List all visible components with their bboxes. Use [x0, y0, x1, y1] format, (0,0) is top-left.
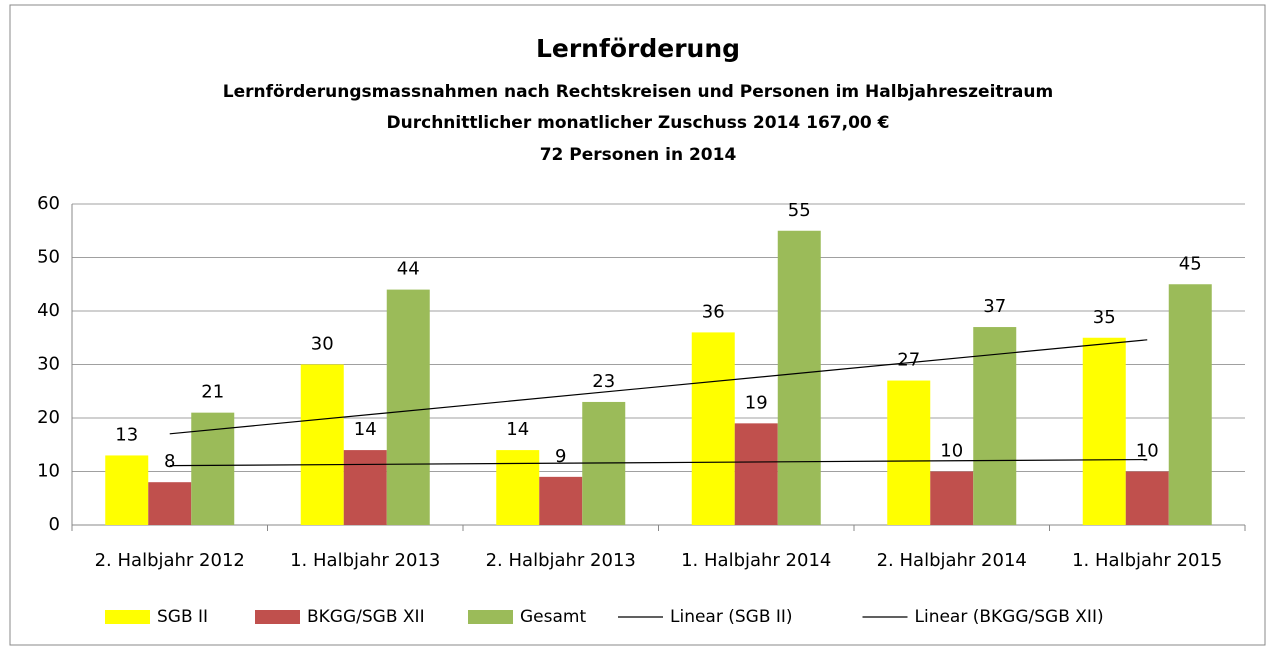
x-tick-label: 1. Halbjahr 2014: [681, 550, 831, 571]
bar: [539, 476, 583, 525]
bar: [973, 327, 1017, 525]
legend-label: Linear (SGB II): [670, 607, 793, 627]
x-tick-label: 2. Halbjahr 2013: [486, 550, 636, 571]
data-label: 37: [983, 296, 1006, 317]
x-tick-label: 1. Halbjahr 2013: [290, 550, 440, 571]
y-tick-label: 40: [37, 300, 60, 321]
legend-swatch: [255, 610, 300, 624]
data-label: 14: [354, 419, 377, 440]
y-tick-label: 20: [37, 407, 60, 428]
y-tick-label: 0: [49, 514, 60, 535]
bar: [148, 482, 192, 525]
chart-subtitle: Lernförderungsmassnahmen nach Rechtskrei…: [223, 82, 1053, 102]
data-label: 10: [1136, 441, 1159, 462]
y-tick-label: 30: [37, 354, 60, 375]
bar: [691, 332, 735, 525]
x-tick-label: 2. Halbjahr 2014: [877, 550, 1027, 571]
bar: [300, 364, 344, 525]
data-label: 30: [311, 334, 334, 355]
chart-title: Lernförderung: [536, 34, 740, 63]
bar: [1125, 471, 1169, 525]
y-tick-label: 50: [37, 247, 60, 268]
data-label: 27: [897, 350, 920, 371]
x-tick-label: 1. Halbjahr 2015: [1072, 550, 1222, 571]
data-label: 14: [506, 419, 529, 440]
bar: [734, 423, 778, 525]
x-tick-label: 2. Halbjahr 2012: [95, 550, 245, 571]
bar: [887, 380, 931, 525]
data-label: 13: [115, 424, 138, 445]
legend-label: Gesamt: [520, 607, 586, 627]
legend-label: Linear (BKGG/SGB XII): [915, 607, 1104, 627]
legend-label: BKGG/SGB XII: [307, 607, 425, 627]
data-label: 23: [592, 371, 615, 392]
legend-swatch: [468, 610, 513, 624]
data-label: 36: [702, 301, 725, 322]
chart-subtitle: Durchnittlicher monatlicher Zuschuss 201…: [387, 113, 890, 133]
bar: [105, 455, 149, 525]
trend-line: [169, 458, 1148, 467]
data-label: 8: [164, 451, 175, 472]
data-label: 19: [745, 392, 768, 413]
data-label: 9: [555, 446, 566, 467]
data-label: 45: [1179, 253, 1202, 274]
bar: [386, 289, 430, 525]
bar: [930, 471, 974, 525]
data-label: 10: [940, 441, 963, 462]
bar: [777, 230, 821, 525]
bar: [343, 450, 387, 525]
bar: [1168, 284, 1212, 525]
y-tick-label: 10: [37, 461, 60, 482]
chart-subtitle: 72 Personen in 2014: [540, 145, 737, 165]
legend-swatch: [105, 610, 150, 624]
chart-frame: [9, 4, 1266, 646]
data-label: 55: [788, 200, 811, 221]
data-label: 21: [201, 382, 224, 403]
trend-line: [169, 339, 1148, 435]
bar: [496, 450, 540, 525]
y-tick-label: 60: [37, 193, 60, 214]
data-label: 44: [397, 259, 420, 280]
data-label: 35: [1093, 307, 1116, 328]
legend-label: SGB II: [157, 607, 208, 627]
bar: [1082, 337, 1126, 525]
